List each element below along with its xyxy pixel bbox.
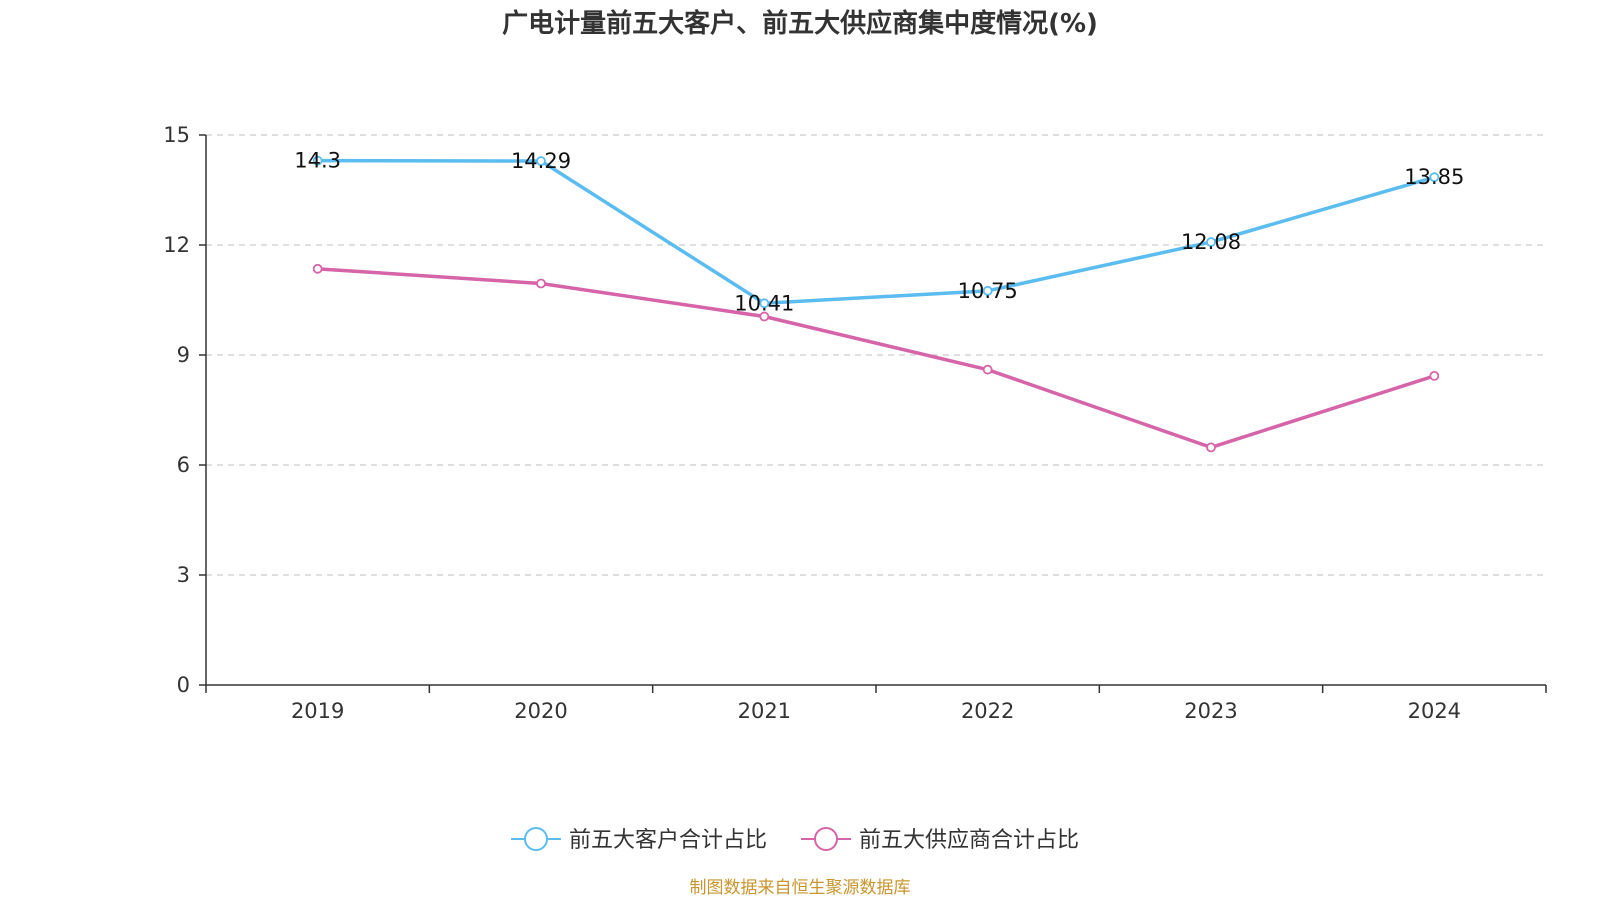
- legend-marker-icon: [814, 827, 838, 851]
- series-lines: [312, 155, 1440, 453]
- y-tick-label: 9: [177, 343, 190, 367]
- chart-title: 广电计量前五大客户、前五大供应商集中度情况(%): [502, 8, 1098, 39]
- axes: 0 3 6 9 12 15 2019 2020 2021 2022 2023 2024: [163, 123, 1547, 723]
- data-point: [312, 155, 323, 166]
- series-line-1: [315, 158, 1437, 306]
- data-label: 13.85: [1404, 165, 1464, 189]
- legend-label: 前五大客户合计占比: [569, 828, 767, 853]
- x-tick-label: 2023: [1184, 699, 1237, 723]
- data-point: [759, 311, 770, 322]
- source-note: 制图数据来自恒生聚源数据库: [690, 878, 911, 898]
- data-point: [1206, 442, 1216, 453]
- data-label: 10.75: [958, 279, 1018, 303]
- legend-marker-icon: [524, 827, 548, 851]
- data-point: [536, 156, 546, 166]
- data-point: [1429, 370, 1440, 381]
- y-tick-label: 12: [163, 233, 190, 257]
- legend-item-2[interactable]: 前五大供应商合计占比: [801, 827, 1079, 853]
- legend[interactable]: 前五大客户合计占比 前五大供应商合计占比: [511, 827, 1079, 853]
- grid-lines: [206, 134, 1546, 576]
- x-tick-label: 2021: [738, 699, 791, 723]
- data-point: [312, 263, 323, 274]
- data-label: 10.41: [734, 291, 794, 315]
- x-tick-label: 2020: [514, 699, 567, 723]
- data-point: [1429, 172, 1440, 183]
- data-label: 14.29: [511, 149, 571, 173]
- x-tick-label: 2024: [1408, 699, 1461, 723]
- data-point: [982, 285, 993, 296]
- x-tick-label: 2022: [961, 699, 1014, 723]
- data-label: 12.08: [1181, 230, 1241, 254]
- data-labels: 14.3 14.29 10.41 10.75 12.08 13.85: [294, 149, 1464, 316]
- data-point: [536, 278, 546, 289]
- data-label: 14.3: [294, 149, 341, 173]
- x-tick-label: 2019: [291, 699, 344, 723]
- legend-label: 前五大供应商合计占比: [859, 828, 1079, 853]
- y-tick-label: 6: [177, 453, 190, 477]
- legend-item-1[interactable]: 前五大客户合计占比: [511, 827, 767, 853]
- y-tick-label: 0: [177, 673, 190, 697]
- y-tick-label: 3: [177, 563, 190, 587]
- y-tick-label: 15: [163, 123, 190, 147]
- series-line-2: [315, 267, 1437, 450]
- data-point: [1206, 237, 1216, 247]
- data-point: [982, 364, 993, 375]
- data-point: [759, 298, 770, 309]
